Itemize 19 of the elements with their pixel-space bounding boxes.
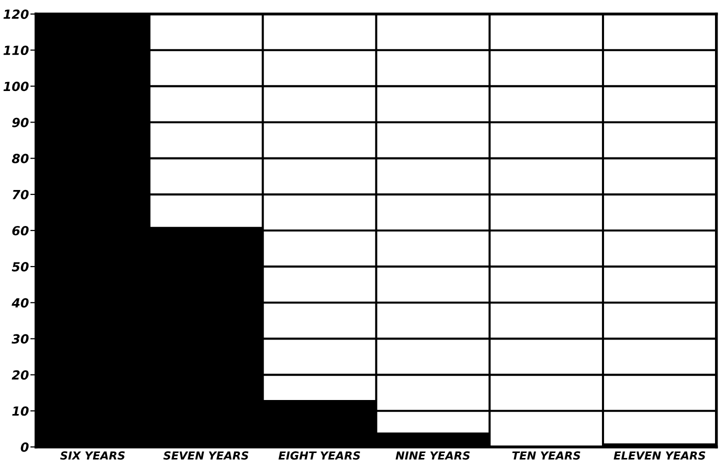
x-tick-label: SEVEN YEARS: [163, 451, 248, 460]
y-tick-label: 50: [12, 262, 29, 272]
y-tick-label: 70: [12, 190, 29, 200]
y-tick-label: 20: [12, 370, 29, 380]
y-tick-label: 110: [4, 46, 29, 56]
y-tick-label: 10: [12, 406, 29, 416]
x-tick-label: EIGHT YEARS: [278, 451, 360, 460]
y-tick-label: 30: [12, 334, 29, 344]
y-tick-label: 100: [4, 82, 29, 92]
x-tick-label: ELEVEN YEARS: [614, 451, 706, 460]
y-tick-label: 80: [12, 154, 29, 164]
y-tick-label: 40: [12, 298, 29, 308]
x-tick-label: TEN YEARS: [512, 451, 580, 460]
y-tick-label: 0: [20, 442, 29, 452]
y-tick-label: 90: [12, 118, 29, 128]
y-tick-label: 60: [12, 226, 29, 236]
y-tick-label: 120: [4, 10, 29, 19]
x-tick-label: SIX YEARS: [60, 451, 125, 460]
x-tick-label: NINE YEARS: [396, 451, 470, 460]
